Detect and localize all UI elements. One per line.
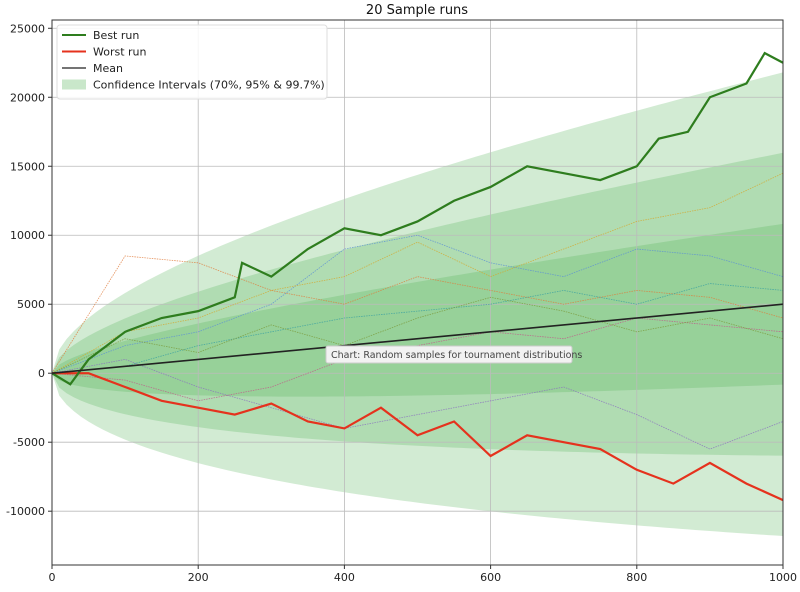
legend: Best run Worst run Mean Confidence Interval… xyxy=(56,24,328,100)
legend-label: Worst run xyxy=(93,46,147,59)
legend-label: Mean xyxy=(93,62,123,75)
legend-label: Confidence Intervals (70%, 95% & 99.7%) xyxy=(93,79,325,92)
sample-run-line xyxy=(51,359,784,450)
legend-box xyxy=(56,24,328,100)
plot-frame xyxy=(51,19,784,566)
legend-label: Best run xyxy=(93,29,139,42)
sample-run-line xyxy=(51,172,784,374)
tooltip: Chart: Random samples for tournament dis… xyxy=(325,345,582,364)
y-tick-label: 20000 xyxy=(10,91,45,104)
x-tick-label: 800 xyxy=(626,571,647,584)
y-tick-label: 25000 xyxy=(10,22,45,35)
y-tick-label: 0 xyxy=(38,367,45,380)
x-tick-label: 400 xyxy=(334,571,355,584)
confidence-band-70% xyxy=(52,223,783,397)
sample-run-line xyxy=(51,296,784,374)
legend-swatch xyxy=(62,79,86,90)
plot-area xyxy=(52,20,783,565)
x-tick-label: 1000 xyxy=(769,571,797,584)
x-tick-label: 200 xyxy=(188,571,209,584)
y-tick-label: 15000 xyxy=(10,160,45,173)
x-tick-label: 600 xyxy=(480,571,501,584)
worst-run-line xyxy=(52,372,784,502)
y-tick-label: -10000 xyxy=(6,505,45,518)
mean-line xyxy=(51,303,784,375)
tooltip-text: Chart: Random samples for tournament dis… xyxy=(331,350,582,361)
x-tick-label: 0 xyxy=(49,571,56,584)
chart-title: 20 Sample runs xyxy=(366,3,468,18)
y-tick-label: -5000 xyxy=(13,436,45,449)
best-run-line xyxy=(51,51,784,386)
y-tick-label: 5000 xyxy=(17,298,45,311)
y-tick-label: 10000 xyxy=(10,229,45,242)
sample-run-line xyxy=(51,234,784,374)
